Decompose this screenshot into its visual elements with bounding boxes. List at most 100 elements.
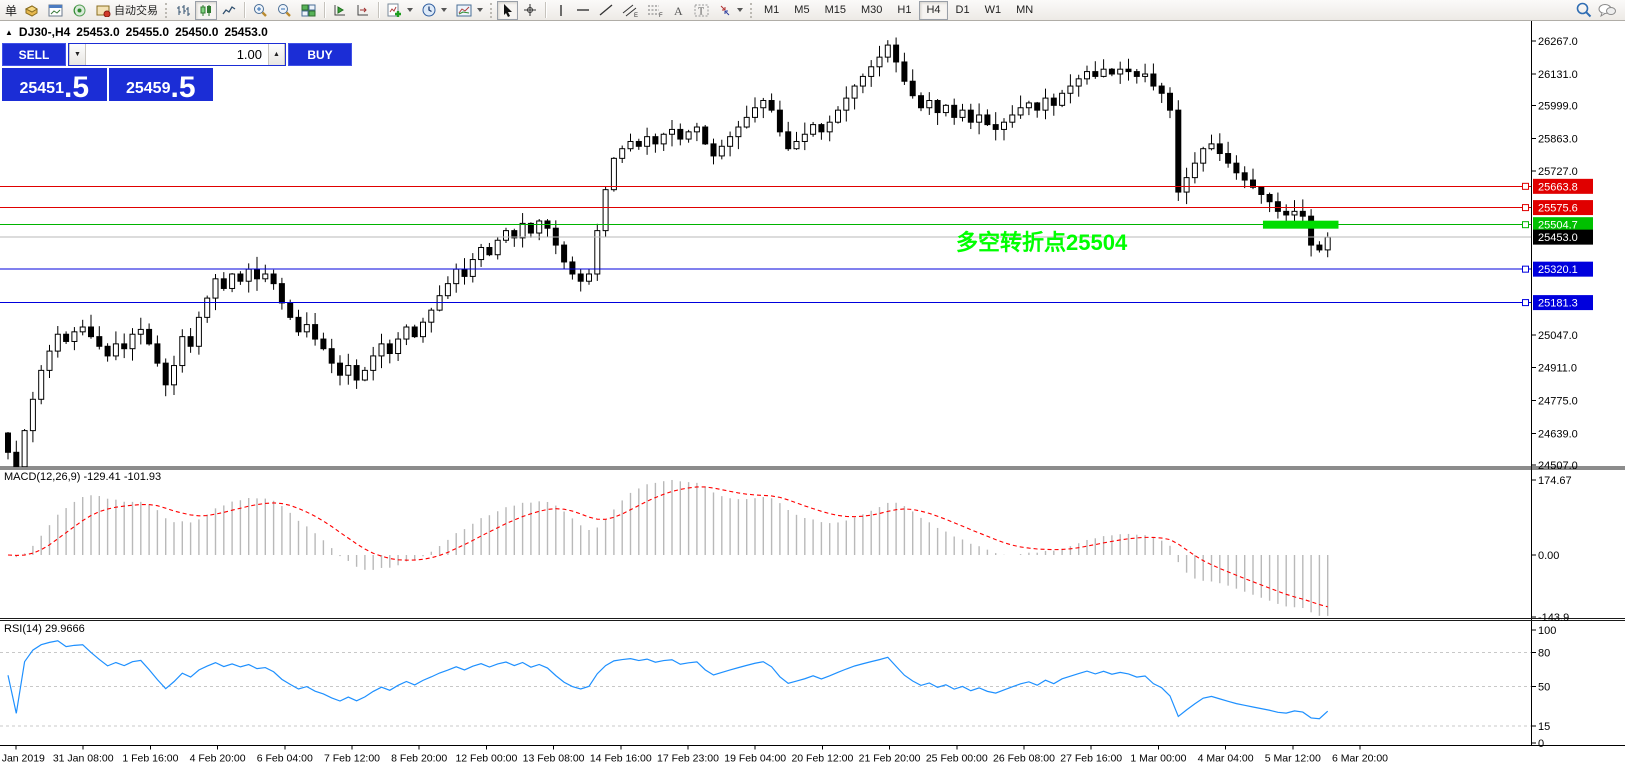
autotrading-button[interactable]: 自动交易: [92, 1, 162, 20]
svg-text:30 Jan 2019: 30 Jan 2019: [0, 753, 45, 765]
toolbar-separator: [244, 2, 246, 18]
chart-header: ▲ DJ30-,H4 25453.0 25455.0 25450.0 25453…: [5, 25, 268, 39]
svg-text:25727.0: 25727.0: [1538, 166, 1578, 178]
fibonacci-button[interactable]: F: [643, 1, 667, 20]
new-order-label-partial[interactable]: 单: [5, 3, 18, 18]
text-button[interactable]: A: [668, 1, 689, 20]
text-icon: A: [674, 4, 683, 17]
chat-icon[interactable]: [1598, 3, 1616, 18]
collapse-triangle-icon[interactable]: ▲: [5, 27, 13, 37]
auto-scroll-icon: [334, 4, 346, 15]
auto-scroll-button[interactable]: [329, 1, 351, 20]
svg-text:T: T: [698, 6, 704, 17]
timeframe-h1-button[interactable]: H1: [890, 1, 918, 20]
ohlc-close: 25453.0: [224, 25, 268, 39]
templates-button[interactable]: [452, 1, 487, 20]
toolbar-grip: [750, 2, 754, 18]
crosshair-icon: [524, 4, 537, 16]
add-indicator-icon: [387, 3, 402, 17]
candlestick-chart-icon: [200, 4, 212, 16]
tile-windows-button[interactable]: [297, 1, 320, 20]
bar-chart-button[interactable]: [172, 1, 194, 20]
line-chart-button[interactable]: [218, 1, 240, 20]
signals-button[interactable]: [68, 1, 91, 20]
new-chart-icon: [48, 4, 63, 16]
trendline-button[interactable]: [595, 1, 617, 20]
timeframe-m30-button[interactable]: M30: [854, 1, 889, 20]
candlestick-chart-button[interactable]: [195, 0, 218, 20]
svg-text:25504.7: 25504.7: [1538, 220, 1578, 232]
volume-decrease-button[interactable]: ▼: [69, 44, 86, 65]
equidistant-channel-icon: E: [622, 4, 638, 17]
periods-icon: [422, 3, 436, 17]
chart-shift-button[interactable]: [352, 1, 374, 20]
svg-text:25575.6: 25575.6: [1538, 203, 1578, 215]
timeframe-m1-button[interactable]: M1: [757, 1, 786, 20]
zoom-out-button[interactable]: [273, 1, 296, 20]
add-indicator-button[interactable]: [383, 1, 417, 20]
autotrading-label: 自动交易: [114, 5, 159, 17]
cursor-icon: [503, 4, 512, 17]
svg-text:25999.0: 25999.0: [1538, 101, 1578, 113]
svg-text:13 Feb 08:00: 13 Feb 08:00: [523, 753, 585, 765]
svg-text:25 Feb 00:00: 25 Feb 00:00: [926, 753, 988, 765]
svg-text:26267.0: 26267.0: [1538, 36, 1578, 48]
svg-text:27 Feb 16:00: 27 Feb 16:00: [1060, 753, 1122, 765]
svg-text:6 Feb 04:00: 6 Feb 04:00: [257, 753, 313, 765]
svg-text:24775.0: 24775.0: [1538, 395, 1578, 407]
text-label-button[interactable]: T: [690, 1, 713, 20]
svg-text:-143.9: -143.9: [1538, 612, 1569, 624]
svg-text:25863.0: 25863.0: [1538, 133, 1578, 145]
buy-price[interactable]: 25459 .5: [108, 68, 213, 102]
line-chart-icon: [222, 5, 236, 14]
svg-text:25181.3: 25181.3: [1538, 298, 1578, 310]
arrows-icon: [720, 5, 730, 15]
equidistant-channel-button[interactable]: E: [618, 1, 642, 20]
sell-price-main: 25451: [19, 80, 64, 97]
svg-text:7 Feb 12:00: 7 Feb 12:00: [324, 753, 380, 765]
timeframe-m5-button[interactable]: M5: [787, 1, 816, 20]
volume-input[interactable]: [86, 44, 268, 65]
timeframe-h4-button[interactable]: H4: [919, 0, 948, 20]
timeframe-mn-button[interactable]: MN: [1009, 1, 1040, 20]
sell-price[interactable]: 25451 .5: [2, 68, 107, 102]
new-order-button[interactable]: [20, 1, 43, 20]
svg-text:25453.0: 25453.0: [1538, 232, 1578, 244]
sell-button[interactable]: SELL: [2, 43, 66, 66]
toolbar-separator: [545, 2, 547, 18]
templates-icon: [456, 4, 472, 16]
svg-text:25320.1: 25320.1: [1538, 264, 1578, 276]
vertical-line-button[interactable]: [550, 1, 571, 20]
svg-text:24507.0: 24507.0: [1538, 460, 1578, 472]
horizontal-line-button[interactable]: [572, 1, 594, 20]
crosshair-button[interactable]: [519, 1, 541, 20]
buy-price-main: 25459: [125, 80, 171, 97]
timeframe-d1-button[interactable]: D1: [949, 1, 977, 20]
search-icon[interactable]: [1576, 2, 1592, 18]
svg-text:25663.8: 25663.8: [1538, 181, 1578, 193]
volume-increase-button[interactable]: ▲: [268, 44, 285, 65]
svg-text:17 Feb 23:00: 17 Feb 23:00: [657, 753, 719, 765]
chart-shift-icon: [357, 4, 369, 15]
svg-text:26 Feb 08:00: 26 Feb 08:00: [993, 753, 1055, 765]
timeframe-m15-button[interactable]: M15: [818, 1, 853, 20]
chart-symbol-timeframe: DJ30-,H4: [18, 25, 71, 39]
toolbar-separator: [378, 2, 380, 18]
macd-indicator-label: MACD(12,26,9) -129.41 -101.93: [4, 471, 162, 483]
horizontal-line-icon: [577, 9, 590, 11]
svg-text:F: F: [659, 13, 663, 17]
buy-button[interactable]: BUY: [288, 43, 352, 66]
periods-button[interactable]: [418, 1, 451, 20]
new-chart-button[interactable]: [44, 1, 67, 20]
zoom-in-button[interactable]: [249, 1, 272, 20]
bar-chart-icon: [177, 4, 191, 16]
svg-text:25047.0: 25047.0: [1538, 330, 1578, 342]
svg-text:14 Feb 16:00: 14 Feb 16:00: [590, 753, 652, 765]
arrows-button[interactable]: [714, 1, 747, 20]
text-label-icon: T: [694, 4, 709, 17]
svg-text:6 Mar 20:00: 6 Mar 20:00: [1332, 753, 1388, 765]
cursor-button[interactable]: [497, 0, 519, 20]
timeframe-w1-button[interactable]: W1: [978, 1, 1009, 20]
